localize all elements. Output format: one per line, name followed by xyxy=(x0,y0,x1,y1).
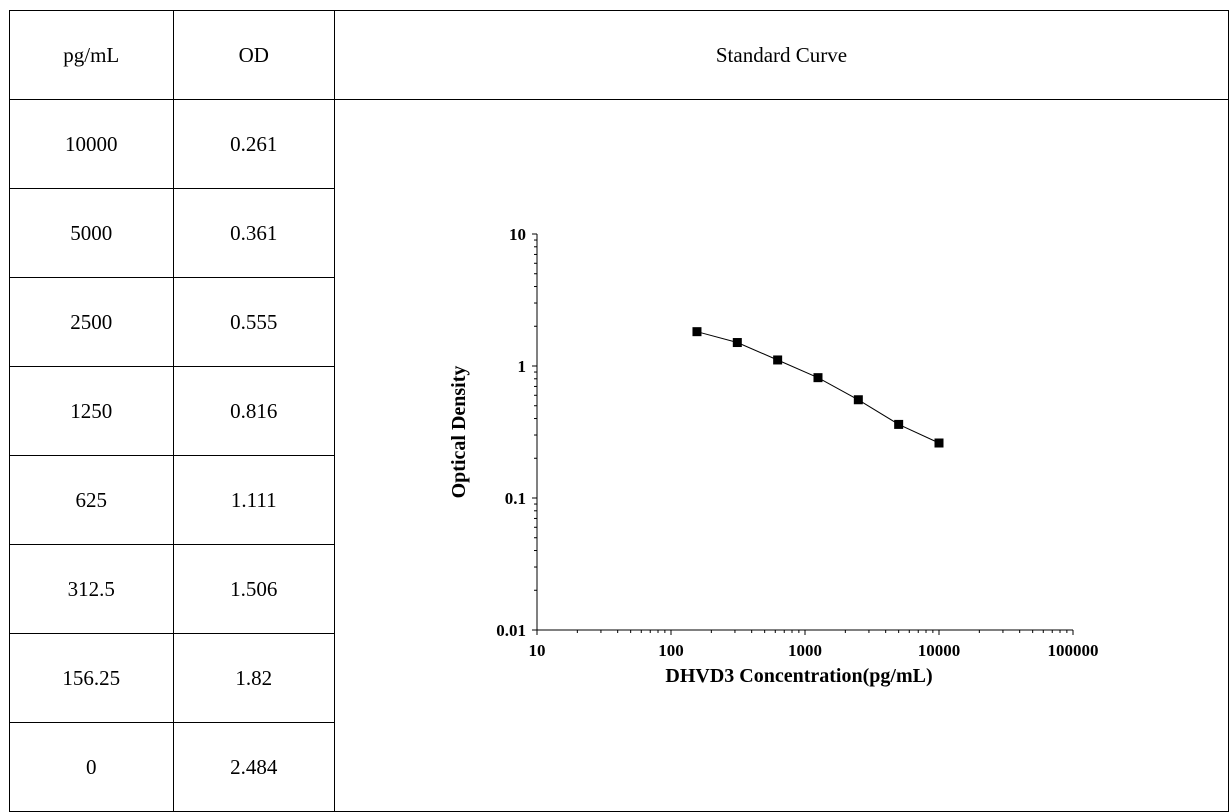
x-tick-label: 100 xyxy=(658,641,684,660)
header-od: OD xyxy=(172,10,335,100)
od-cell: 1.111 xyxy=(172,455,335,545)
data-point xyxy=(853,395,863,405)
x-tick-label: 100000 xyxy=(1047,641,1098,660)
od-cell: 1.82 xyxy=(172,633,335,723)
concentration-cell: 625 xyxy=(9,455,174,545)
concentration-cell: 0 xyxy=(9,722,174,812)
table-row: 625 1.111 xyxy=(9,455,1229,545)
y-tick-label: 1 xyxy=(517,357,526,376)
od-cell: 2.484 xyxy=(172,722,335,812)
x-axis-label: DHVD3 Concentration(pg/mL) xyxy=(665,665,932,687)
table-row: 1250 0.816 xyxy=(9,366,1229,456)
header-standard-curve: Standard Curve xyxy=(333,10,1229,100)
concentration-cell: 156.25 xyxy=(9,633,174,723)
concentration-cell: 2500 xyxy=(9,277,174,367)
y-tick-label: 0.1 xyxy=(505,489,526,508)
table-row: 312.5 1.506 xyxy=(9,544,1229,634)
od-cell: 0.816 xyxy=(172,366,335,456)
x-tick-label: 10000 xyxy=(918,641,961,660)
y-tick-label: 10 xyxy=(509,225,526,244)
standard-curve-table: pg/mL OD Standard Curve 10000 0.261 0.01… xyxy=(9,10,1229,812)
table-header-row: pg/mL OD Standard Curve xyxy=(9,10,1229,100)
concentration-cell: 10000 xyxy=(9,99,174,189)
concentration-cell: 5000 xyxy=(9,188,174,278)
table-row: 10000 0.261 0.01 0.1 1 10 10 100 1000 10000 1000… xyxy=(9,99,1229,812)
data-point xyxy=(934,438,944,448)
od-cell: 0.261 xyxy=(172,99,335,189)
chart-cell: 0.01 0.1 1 10 10 100 1000 10000 100000 DHVD3 Conc… xyxy=(333,99,1229,812)
data-point xyxy=(773,355,783,365)
x-tick-label: 10 xyxy=(528,641,545,660)
data-point xyxy=(894,419,904,429)
header-concentration: pg/mL xyxy=(9,10,174,100)
x-tick-label: 1000 xyxy=(788,641,822,660)
data-point xyxy=(692,327,702,337)
concentration-cell: 1250 xyxy=(9,366,174,456)
od-cell: 0.361 xyxy=(172,188,335,278)
data-point xyxy=(732,338,742,348)
od-cell: 0.555 xyxy=(172,277,335,367)
od-cell: 1.506 xyxy=(172,544,335,634)
standard-curve-chart: 0.01 0.1 1 10 10 100 1000 10000 100000 DHVD3 Conc… xyxy=(448,225,1099,687)
concentration-cell: 312.5 xyxy=(9,544,174,634)
y-tick-label: 0.01 xyxy=(496,621,526,640)
y-axis-label: Optical Density xyxy=(448,366,470,499)
data-point xyxy=(813,373,823,383)
table-row: 5000 0.361 xyxy=(9,188,1229,278)
